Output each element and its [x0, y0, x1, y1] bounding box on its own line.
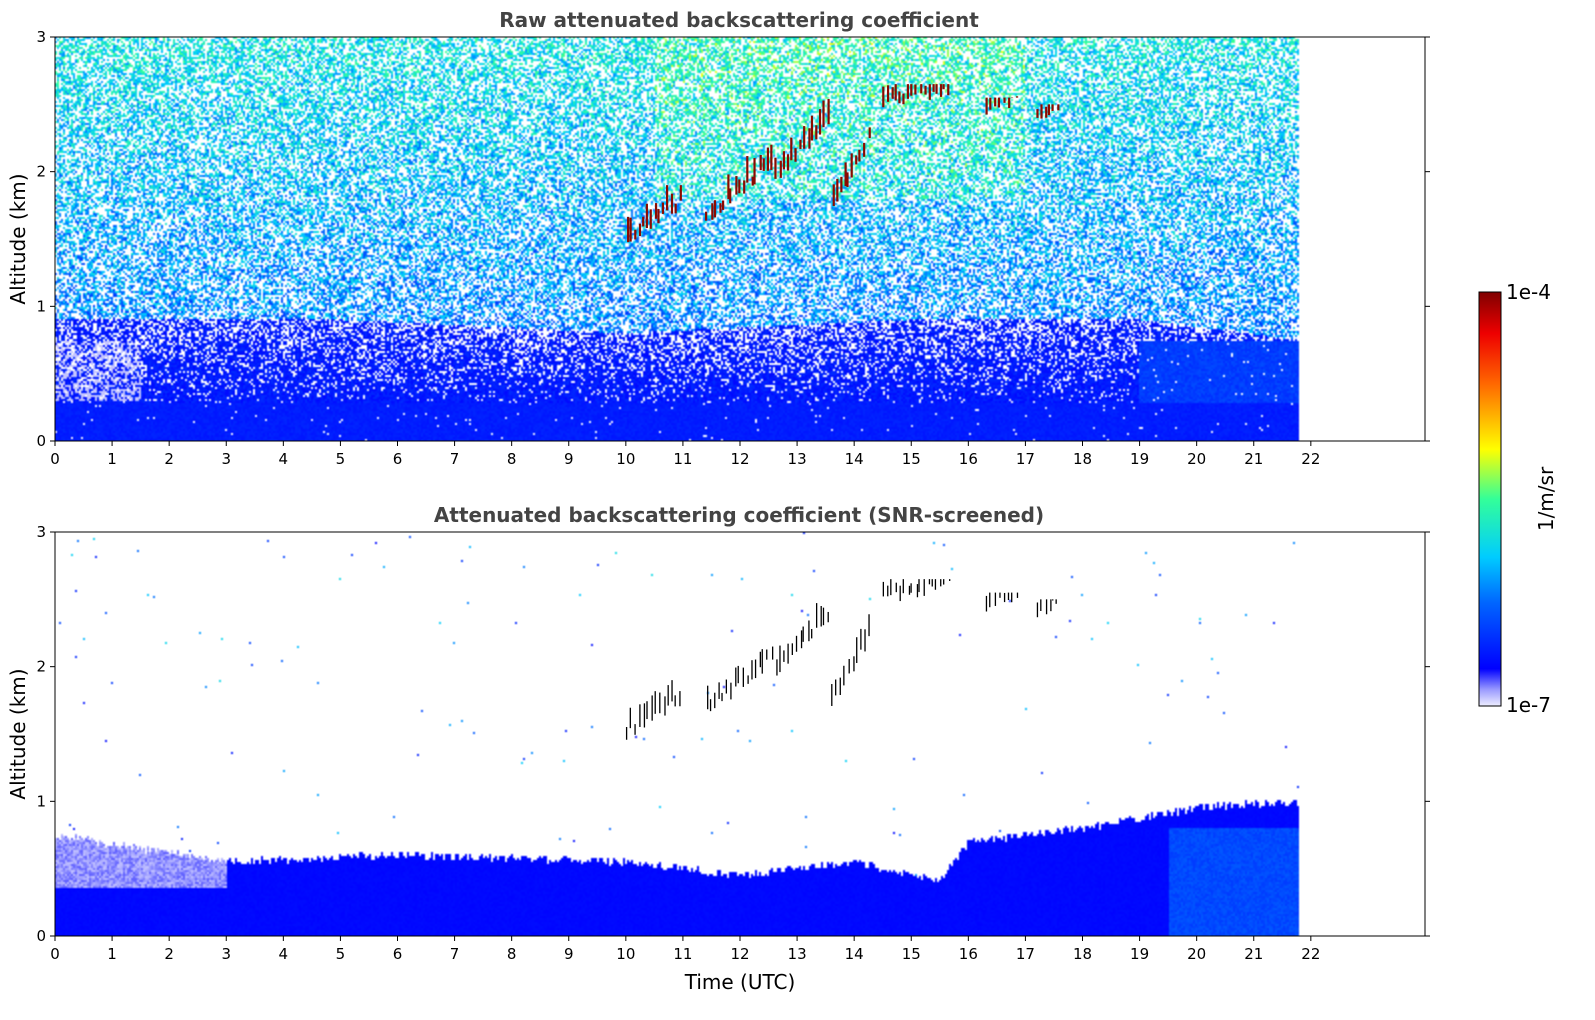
x-tick-label: 0 [50, 450, 60, 468]
y-tick-label: 3 [36, 523, 46, 541]
x-tick-label: 11 [673, 945, 692, 963]
x-tick-label: 19 [1130, 450, 1149, 468]
top-y-axis-label: Altitude (km) [6, 173, 30, 304]
x-tick-label: 19 [1130, 945, 1149, 963]
x-tick-label: 1 [107, 450, 117, 468]
x-tick-label: 16 [959, 450, 978, 468]
bottom-heatmap-image [55, 532, 1425, 936]
x-tick-label: 9 [564, 945, 574, 963]
x-tick-label: 17 [1016, 945, 1035, 963]
x-tick-label: 15 [902, 450, 921, 468]
top-panel-title: Raw attenuated backscattering coefficien… [499, 8, 979, 32]
x-tick-label: 4 [279, 450, 289, 468]
y-tick-label: 3 [36, 28, 46, 46]
x-tick-label: 5 [336, 945, 346, 963]
top-heatmap-image [55, 37, 1425, 441]
x-tick-label: 20 [1187, 450, 1206, 468]
colorbar: 1e-4 1e-7 1/m/sr [1478, 280, 1558, 717]
x-tick-label: 1 [107, 945, 117, 963]
x-tick-label: 17 [1016, 450, 1035, 468]
x-tick-label: 10 [616, 450, 635, 468]
x-tick-label: 7 [450, 450, 460, 468]
x-tick-label: 14 [845, 450, 864, 468]
x-tick-label: 8 [507, 450, 517, 468]
x-tick-label: 8 [507, 945, 517, 963]
x-tick-label: 3 [221, 450, 231, 468]
x-tick-label: 20 [1187, 945, 1206, 963]
x-tick-label: 12 [730, 945, 749, 963]
colorbar-unit-label: 1/m/sr [1534, 466, 1558, 531]
bottom-panel-title: Attenuated backscattering coefficient (S… [434, 503, 1044, 527]
x-tick-label: 6 [393, 945, 403, 963]
bottom-x-axis-label: Time (UTC) [684, 970, 796, 994]
x-tick-label: 9 [564, 450, 574, 468]
x-tick-label: 16 [959, 945, 978, 963]
x-tick-label: 10 [616, 945, 635, 963]
colorbar-gradient [1478, 291, 1502, 707]
x-tick-label: 7 [450, 945, 460, 963]
x-tick-label: 18 [1073, 450, 1092, 468]
colorbar-max-label: 1e-4 [1506, 280, 1551, 304]
colorbar-min-label: 1e-7 [1506, 693, 1551, 717]
x-tick-label: 22 [1301, 945, 1320, 963]
top-cloud-overlay [627, 84, 1060, 243]
y-tick-label: 0 [36, 432, 46, 450]
x-tick-label: 14 [845, 945, 864, 963]
x-tick-label: 6 [393, 450, 403, 468]
x-tick-label: 5 [336, 450, 346, 468]
x-tick-label: 13 [788, 945, 807, 963]
x-tick-label: 11 [673, 450, 692, 468]
x-tick-label: 22 [1301, 450, 1320, 468]
bottom-cloud-overlay [625, 579, 1057, 740]
x-tick-label: 4 [279, 945, 289, 963]
y-tick-label: 1 [36, 792, 46, 810]
x-tick-label: 2 [164, 945, 174, 963]
y-tick-label: 2 [36, 163, 46, 181]
x-tick-label: 21 [1244, 450, 1263, 468]
x-tick-label: 21 [1244, 945, 1263, 963]
x-tick-label: 3 [221, 945, 231, 963]
x-tick-label: 18 [1073, 945, 1092, 963]
x-tick-label: 15 [902, 945, 921, 963]
y-tick-label: 2 [36, 658, 46, 676]
bottom-y-axis-label: Altitude (km) [6, 668, 30, 799]
x-tick-label: 13 [788, 450, 807, 468]
x-tick-label: 0 [50, 945, 60, 963]
x-tick-label: 2 [164, 450, 174, 468]
y-tick-label: 1 [36, 297, 46, 315]
x-tick-label: 12 [730, 450, 749, 468]
y-tick-label: 0 [36, 927, 46, 945]
